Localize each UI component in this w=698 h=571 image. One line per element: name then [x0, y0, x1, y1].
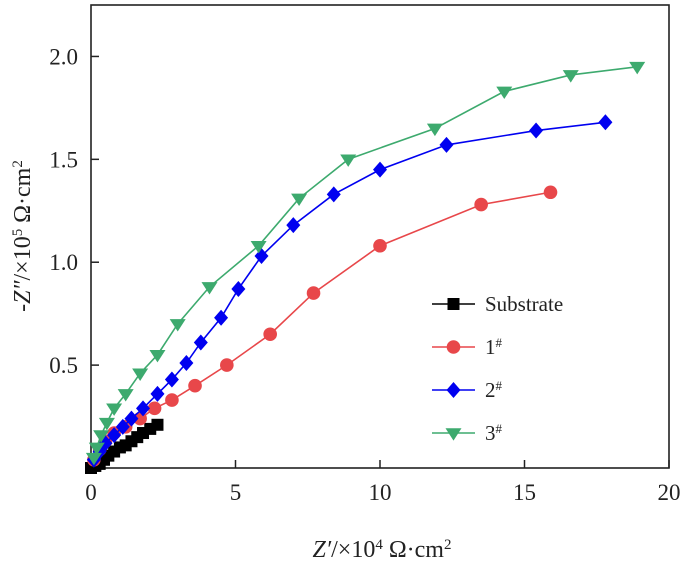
legend-label: 3#: [485, 421, 503, 446]
data-point: [169, 319, 186, 332]
legend-label-name: 2: [485, 378, 496, 402]
x-axis-var: Z′: [313, 537, 332, 563]
data-point: [188, 378, 202, 393]
legend-label-name: 1: [485, 335, 496, 359]
data-point: [117, 389, 134, 402]
y-axis-unit: /×10: [10, 236, 36, 280]
legend-label-name: 3: [485, 421, 496, 445]
data-point: [543, 185, 558, 200]
data-point: [250, 240, 267, 254]
data-point: [291, 193, 308, 207]
data-point: [439, 136, 454, 153]
data-point: [214, 309, 229, 326]
data-point: [132, 368, 149, 381]
data-point: [474, 197, 488, 212]
legend-item-2: 1#: [432, 335, 503, 360]
data-point: [149, 350, 166, 363]
data-point: [164, 371, 179, 388]
legend-marker: [446, 382, 461, 398]
x-tick-label: 5: [230, 480, 242, 505]
y-axis-title: -Z″/×105 Ω·cm2: [10, 160, 36, 312]
data-point: [165, 393, 179, 407]
data-point: [598, 114, 613, 131]
x-axis-sq: 2: [444, 537, 452, 553]
legend-item-3: 2#: [432, 378, 503, 403]
data-point: [179, 355, 194, 372]
legend-label-sup: #: [496, 421, 503, 436]
legend-label: 2#: [485, 378, 503, 403]
data-point: [106, 403, 123, 416]
x-axis-title: Z′/×104 Ω·cm2: [313, 537, 452, 563]
data-point: [93, 430, 110, 443]
y-tick-labels: 0.5 1.0 1.5 2.0: [49, 44, 78, 378]
y-axis-sq: 2: [10, 160, 26, 168]
data-point: [326, 186, 341, 203]
data-point: [124, 410, 139, 427]
data-point: [85, 452, 102, 466]
y-tick-label: 1.5: [49, 147, 78, 172]
data-point: [562, 70, 579, 83]
x-axis-exp: 4: [375, 537, 383, 553]
legend-label: Substrate: [485, 292, 563, 316]
y-axis-exp: 5: [10, 229, 26, 237]
data-point: [201, 282, 218, 295]
x-axis-tail: Ω·cm: [383, 537, 444, 563]
data-point: [306, 286, 321, 300]
legend-marker: [445, 428, 462, 441]
axis-ticks: [90, 55, 670, 468]
x-tick-labels: 0 5 10 15 20: [85, 480, 680, 505]
y-tick-label: 1.0: [49, 250, 78, 275]
data-point: [136, 400, 151, 417]
legend-label-sup: #: [496, 378, 503, 393]
x-tick-label: 10: [369, 480, 392, 505]
x-axis-unit: /×10: [331, 537, 375, 563]
x-tick-label: 15: [513, 480, 536, 505]
legend-label-name: Substrate: [485, 292, 563, 316]
y-axis-tail: Ω·cm: [10, 167, 36, 228]
data-point: [115, 418, 130, 435]
data-point: [373, 238, 387, 253]
data-point: [629, 61, 646, 75]
data-point: [529, 122, 544, 139]
data-point: [373, 161, 387, 178]
series-layer: [85, 61, 646, 474]
data-point: [496, 86, 513, 100]
data-point: [340, 154, 357, 167]
x-tick-label: 20: [658, 480, 681, 505]
legend-label-sup: #: [496, 335, 503, 350]
data-point: [231, 280, 246, 297]
data-point: [286, 217, 301, 234]
x-tick-label: 0: [85, 480, 97, 505]
data-point: [426, 123, 443, 137]
y-tick-label: 0.5: [49, 353, 78, 378]
y-tick-label: 2.0: [49, 44, 78, 69]
data-point: [151, 418, 164, 431]
data-point: [98, 417, 115, 431]
series-4: [85, 61, 646, 466]
legend-marker: [447, 298, 460, 310]
data-point: [193, 334, 208, 351]
data-point: [88, 442, 105, 456]
legend-label: 1#: [485, 335, 503, 360]
data-point: [263, 327, 277, 342]
legend-item-1: Substrate: [432, 292, 563, 316]
y-axis-var: -Z″: [10, 280, 36, 312]
legend-marker: [446, 340, 461, 354]
data-point: [150, 385, 165, 402]
data-point: [107, 427, 122, 444]
data-point: [147, 401, 162, 416]
legend-item-4: 3#: [432, 421, 503, 446]
data-point: [220, 358, 234, 372]
